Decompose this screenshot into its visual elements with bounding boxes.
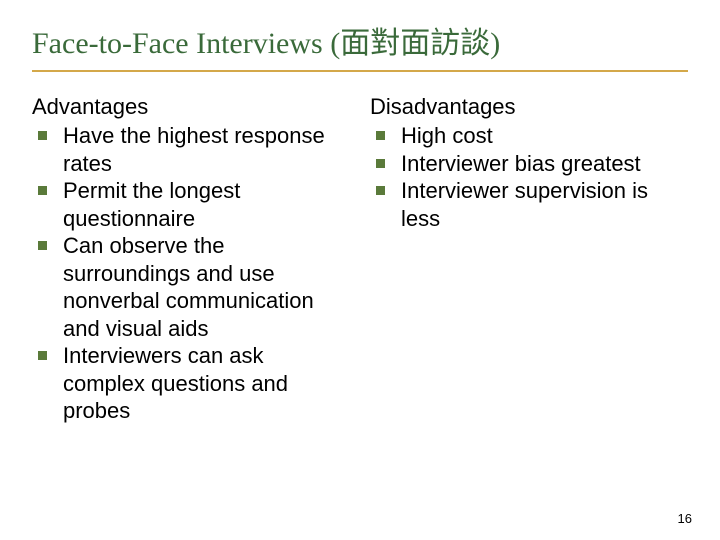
disadvantages-list: High cost Interviewer bias greatest Inte… bbox=[370, 122, 688, 232]
list-item: Interviewers can ask complex questions a… bbox=[32, 342, 350, 425]
slide-container: Face-to-Face Interviews (面對面訪談) Advantag… bbox=[0, 0, 720, 540]
list-item-text: Have the highest response rates bbox=[63, 122, 350, 177]
page-number: 16 bbox=[678, 511, 692, 526]
disadvantages-header: Disadvantages bbox=[370, 94, 688, 120]
list-item-text: Can observe the surroundings and use non… bbox=[63, 232, 350, 342]
list-item-text: Interviewer bias greatest bbox=[401, 150, 641, 178]
disadvantages-column: Disadvantages High cost Interviewer bias… bbox=[370, 94, 688, 425]
list-item: Interviewer supervision is less bbox=[370, 177, 688, 232]
list-item-text: Interviewer supervision is less bbox=[401, 177, 688, 232]
advantages-column: Advantages Have the highest response rat… bbox=[32, 94, 350, 425]
list-item: Have the highest response rates bbox=[32, 122, 350, 177]
list-item-text: Interviewers can ask complex questions a… bbox=[63, 342, 350, 425]
bullet-icon bbox=[38, 351, 47, 360]
slide-title: Face-to-Face Interviews (面對面訪談) bbox=[32, 18, 688, 72]
bullet-icon bbox=[376, 186, 385, 195]
bullet-icon bbox=[38, 131, 47, 140]
bullet-icon bbox=[38, 241, 47, 250]
list-item: High cost bbox=[370, 122, 688, 150]
list-item-text: High cost bbox=[401, 122, 493, 150]
advantages-list: Have the highest response rates Permit t… bbox=[32, 122, 350, 425]
list-item: Permit the longest questionnaire bbox=[32, 177, 350, 232]
advantages-header: Advantages bbox=[32, 94, 350, 120]
bullet-icon bbox=[376, 159, 385, 168]
bullet-icon bbox=[376, 131, 385, 140]
list-item-text: Permit the longest questionnaire bbox=[63, 177, 350, 232]
content-columns: Advantages Have the highest response rat… bbox=[32, 94, 688, 425]
list-item: Can observe the surroundings and use non… bbox=[32, 232, 350, 342]
bullet-icon bbox=[38, 186, 47, 195]
list-item: Interviewer bias greatest bbox=[370, 150, 688, 178]
